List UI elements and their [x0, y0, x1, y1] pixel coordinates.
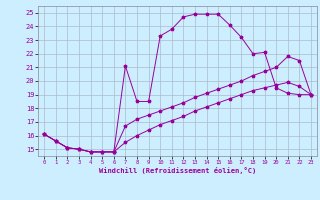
X-axis label: Windchill (Refroidissement éolien,°C): Windchill (Refroidissement éolien,°C)	[99, 167, 256, 174]
